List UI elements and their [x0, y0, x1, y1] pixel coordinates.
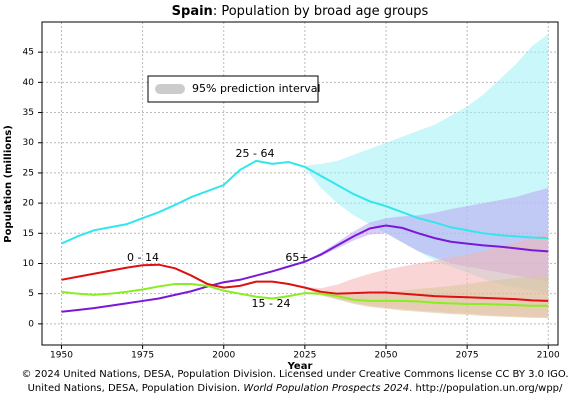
series-line — [61, 159, 549, 245]
prediction-band — [304, 275, 549, 318]
y-tick-label: 35 — [23, 108, 34, 118]
series-line — [61, 263, 549, 302]
footer-part: United Nations, DESA, Population Divisio… — [28, 383, 244, 394]
series-label: 15 - 24 — [252, 297, 291, 310]
plot-area: 1950 1975 2000 2025 2050 2075 2100051015202530… — [23, 21, 560, 361]
plot-border — [41, 21, 559, 346]
y-tick-label: 0 — [28, 319, 34, 329]
y-tick-label: 45 — [23, 48, 34, 58]
y-tick-label: 25 — [23, 168, 34, 178]
series-label: 0 - 14 — [127, 251, 159, 264]
series-label: 65+ — [285, 251, 308, 264]
series-line — [61, 283, 549, 307]
footer-line: United Nations, DESA, Population Divisio… — [28, 383, 563, 394]
x-tick-label: 1950 — [50, 351, 73, 361]
footer-part: . http://population.un.org/wpp/ — [409, 383, 563, 394]
y-tick-label: 30 — [23, 138, 35, 148]
x-tick-label: 2025 — [293, 351, 316, 361]
title-rest: : Population by broad age groups — [213, 4, 429, 19]
x-tick-label: 2100 — [537, 351, 560, 361]
y-tick-label: 10 — [23, 259, 35, 269]
title-country: Spain — [172, 4, 213, 19]
series-line — [61, 224, 549, 313]
footer-line: © 2024 United Nations, DESA, Population … — [21, 369, 568, 380]
y-axis-label: Population (millions) — [3, 125, 14, 243]
series-label: 25 - 64 — [236, 147, 275, 160]
x-tick-label: 2075 — [456, 351, 479, 361]
chart-title: Spain: Population by broad age groups — [172, 4, 429, 19]
legend-label: 95% prediction interval — [192, 82, 321, 95]
x-tick-label: 1975 — [131, 351, 154, 361]
y-tick-label: 20 — [23, 199, 35, 209]
x-axis-label: Year — [287, 361, 313, 372]
y-tick-label: 40 — [23, 78, 35, 88]
x-tick-label: 2050 — [375, 351, 398, 361]
legend-swatch — [155, 84, 185, 94]
footer-italic: World Population Prospects 2024 — [243, 383, 409, 394]
y-tick-label: 15 — [23, 229, 34, 239]
x-tick-label: 2000 — [212, 351, 235, 361]
y-tick-label: 5 — [28, 289, 34, 299]
